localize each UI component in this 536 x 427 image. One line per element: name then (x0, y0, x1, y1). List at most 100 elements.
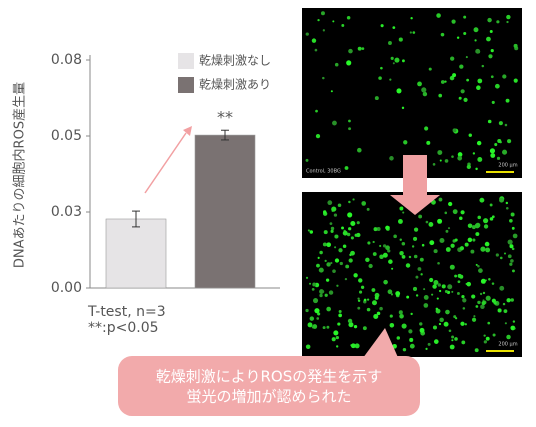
cell (437, 261, 440, 265)
cell (451, 290, 454, 293)
cell (322, 76, 325, 80)
cell (393, 234, 397, 239)
cell (380, 66, 383, 70)
caption: Control, 30BG (306, 169, 341, 175)
cell (462, 298, 467, 303)
cell (391, 267, 394, 270)
cell (424, 126, 429, 131)
cell (307, 322, 313, 328)
cell (342, 230, 348, 236)
cell (385, 245, 390, 251)
cell (510, 212, 515, 217)
cell (323, 230, 328, 235)
cell (394, 57, 400, 63)
cell (491, 282, 495, 285)
cell (305, 344, 311, 350)
cell (330, 261, 333, 265)
cell (330, 226, 335, 231)
cell (504, 322, 507, 325)
cell (449, 75, 455, 81)
cell (356, 221, 360, 225)
cell (505, 98, 510, 103)
cell (435, 307, 439, 311)
cell (452, 73, 457, 78)
cell (328, 290, 334, 295)
cell (485, 295, 491, 301)
cell (459, 246, 465, 251)
cell (323, 210, 327, 214)
cell (506, 14, 511, 20)
cell (476, 85, 481, 90)
cell (474, 223, 480, 229)
cell (438, 93, 443, 98)
cell (347, 318, 353, 324)
cell (459, 216, 463, 221)
cell (417, 81, 422, 87)
cell (432, 284, 437, 289)
y-tick-label: 0.00 (51, 280, 82, 296)
cell (497, 308, 502, 313)
cell (455, 317, 458, 320)
cell (467, 223, 473, 229)
cell (374, 96, 379, 101)
cell (438, 289, 442, 293)
cell (421, 87, 427, 93)
cell (483, 218, 489, 224)
cell (348, 127, 352, 131)
cell (513, 78, 518, 83)
cell (379, 306, 383, 311)
cell (454, 238, 458, 242)
cell (489, 203, 493, 207)
cell (511, 247, 515, 251)
cell (436, 13, 441, 18)
cell (345, 264, 350, 269)
cell (477, 157, 483, 162)
cell (452, 209, 458, 215)
cell (457, 280, 461, 284)
cell (326, 262, 331, 267)
cell (483, 340, 488, 344)
cell (385, 225, 390, 230)
cell (399, 206, 404, 211)
cell (437, 283, 442, 287)
cell (334, 62, 339, 67)
cell (329, 222, 333, 225)
cell (358, 290, 363, 294)
cell (316, 263, 320, 268)
caption: 200 μm (498, 342, 517, 348)
bar (105, 218, 167, 289)
cell (507, 139, 512, 144)
cell (421, 243, 425, 247)
cell (389, 78, 392, 81)
cell (478, 268, 483, 273)
cell (409, 343, 415, 349)
cell (485, 247, 491, 253)
cell (474, 348, 479, 353)
cell (445, 229, 449, 233)
cell (348, 227, 352, 231)
cell (405, 263, 411, 268)
cell (350, 236, 354, 240)
cell (342, 244, 347, 248)
note: **:p<0.05 (88, 320, 159, 336)
cell (444, 289, 448, 293)
cell (441, 284, 446, 289)
cell (471, 294, 476, 299)
cell (502, 302, 506, 306)
cell (502, 149, 508, 155)
cell (502, 74, 507, 79)
cell (495, 253, 499, 257)
cell (348, 200, 351, 204)
cell (341, 226, 344, 230)
cell (419, 322, 423, 326)
cell (472, 152, 476, 155)
cell (423, 288, 426, 291)
cell (480, 278, 486, 284)
cell (473, 315, 476, 318)
cell (379, 254, 384, 260)
cell (365, 257, 370, 263)
cell (320, 11, 325, 16)
cell (511, 326, 514, 330)
callout-tail (360, 328, 400, 362)
